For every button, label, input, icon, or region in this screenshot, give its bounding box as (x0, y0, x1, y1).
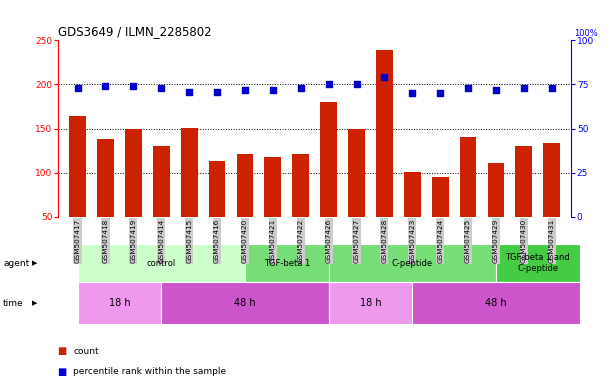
Text: GSM507430: GSM507430 (521, 219, 527, 263)
Text: time: time (3, 299, 24, 308)
Point (519, 85, 529, 91)
Text: control: control (147, 258, 176, 268)
Text: ■: ■ (58, 346, 70, 356)
Text: count: count (73, 347, 99, 356)
Text: GSM507418: GSM507418 (103, 219, 109, 263)
Point (185, 88, 194, 94)
Point (128, 83, 138, 89)
Text: GSM507421: GSM507421 (270, 219, 276, 263)
Text: GSM507415: GSM507415 (186, 219, 192, 263)
Point (463, 85, 473, 91)
Bar (236, 154, 254, 261)
Text: GSM507422: GSM507422 (298, 219, 304, 263)
Text: GSM507416: GSM507416 (214, 219, 220, 263)
Text: GDS3649 / ILMN_2285802: GDS3649 / ILMN_2285802 (58, 25, 211, 38)
Text: ■: ■ (58, 367, 70, 377)
Bar (459, 137, 477, 261)
Point (379, 74, 389, 81)
Text: agent: agent (3, 258, 29, 268)
Text: 48 h: 48 h (485, 298, 507, 308)
Text: C-peptide: C-peptide (392, 258, 433, 268)
Point (296, 85, 306, 91)
Text: ▶: ▶ (32, 300, 37, 306)
Point (435, 90, 445, 96)
Point (408, 90, 417, 96)
Bar (488, 163, 504, 261)
Text: GSM507414: GSM507414 (158, 219, 164, 263)
Point (156, 85, 166, 91)
Bar (432, 177, 448, 261)
Text: GSM507417: GSM507417 (75, 219, 81, 263)
Point (268, 87, 278, 93)
Text: GSM507424: GSM507424 (437, 219, 443, 263)
Text: GSM507425: GSM507425 (465, 219, 471, 263)
Point (73, 85, 82, 91)
Point (101, 83, 111, 89)
Text: GSM507423: GSM507423 (409, 219, 415, 263)
Text: 18 h: 18 h (109, 298, 130, 308)
Point (547, 85, 557, 91)
Bar (265, 157, 281, 261)
Text: ▶: ▶ (32, 260, 37, 266)
Point (212, 88, 222, 94)
Text: GSM507428: GSM507428 (381, 219, 387, 263)
Point (351, 81, 361, 88)
Text: GSM507426: GSM507426 (326, 219, 332, 263)
Bar (209, 161, 225, 261)
Point (491, 87, 501, 93)
Bar (320, 102, 337, 261)
Text: percentile rank within the sample: percentile rank within the sample (73, 367, 227, 376)
Text: GSM507419: GSM507419 (130, 219, 136, 263)
Bar (543, 143, 560, 261)
Text: 18 h: 18 h (360, 298, 381, 308)
Bar (292, 154, 309, 261)
Text: GSM507420: GSM507420 (242, 219, 248, 263)
Bar (404, 172, 420, 261)
Bar (69, 116, 86, 261)
Text: GSM507429: GSM507429 (493, 219, 499, 263)
Text: GSM507431: GSM507431 (549, 219, 555, 263)
Bar (153, 146, 170, 261)
Point (324, 81, 334, 88)
Bar (516, 146, 532, 261)
Point (240, 87, 250, 93)
Bar (181, 128, 197, 261)
Text: 100%: 100% (574, 28, 598, 38)
Text: TGF-beta 1 and
C-peptide: TGF-beta 1 and C-peptide (505, 253, 570, 273)
Text: 48 h: 48 h (234, 298, 256, 308)
Text: GSM507427: GSM507427 (354, 219, 359, 263)
Bar (348, 129, 365, 261)
Bar (376, 50, 393, 261)
Bar (125, 129, 142, 261)
Text: TGF-beta 1: TGF-beta 1 (264, 258, 310, 268)
Bar (97, 139, 114, 261)
